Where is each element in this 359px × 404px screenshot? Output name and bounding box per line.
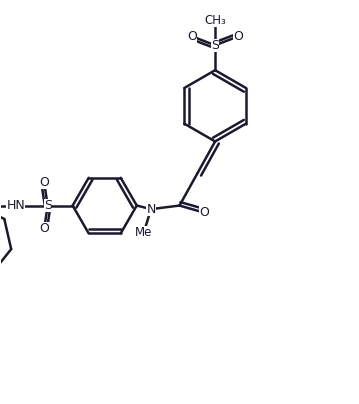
Text: CH₃: CH₃ [204,14,226,27]
Text: N: N [146,203,156,216]
Text: O: O [200,206,209,219]
Text: Me: Me [135,226,153,239]
Text: HN: HN [6,199,25,212]
Text: O: O [39,222,49,235]
Text: O: O [187,30,197,43]
Text: O: O [233,30,243,43]
Text: O: O [39,176,49,189]
Text: S: S [44,199,52,212]
Text: S: S [211,39,219,52]
